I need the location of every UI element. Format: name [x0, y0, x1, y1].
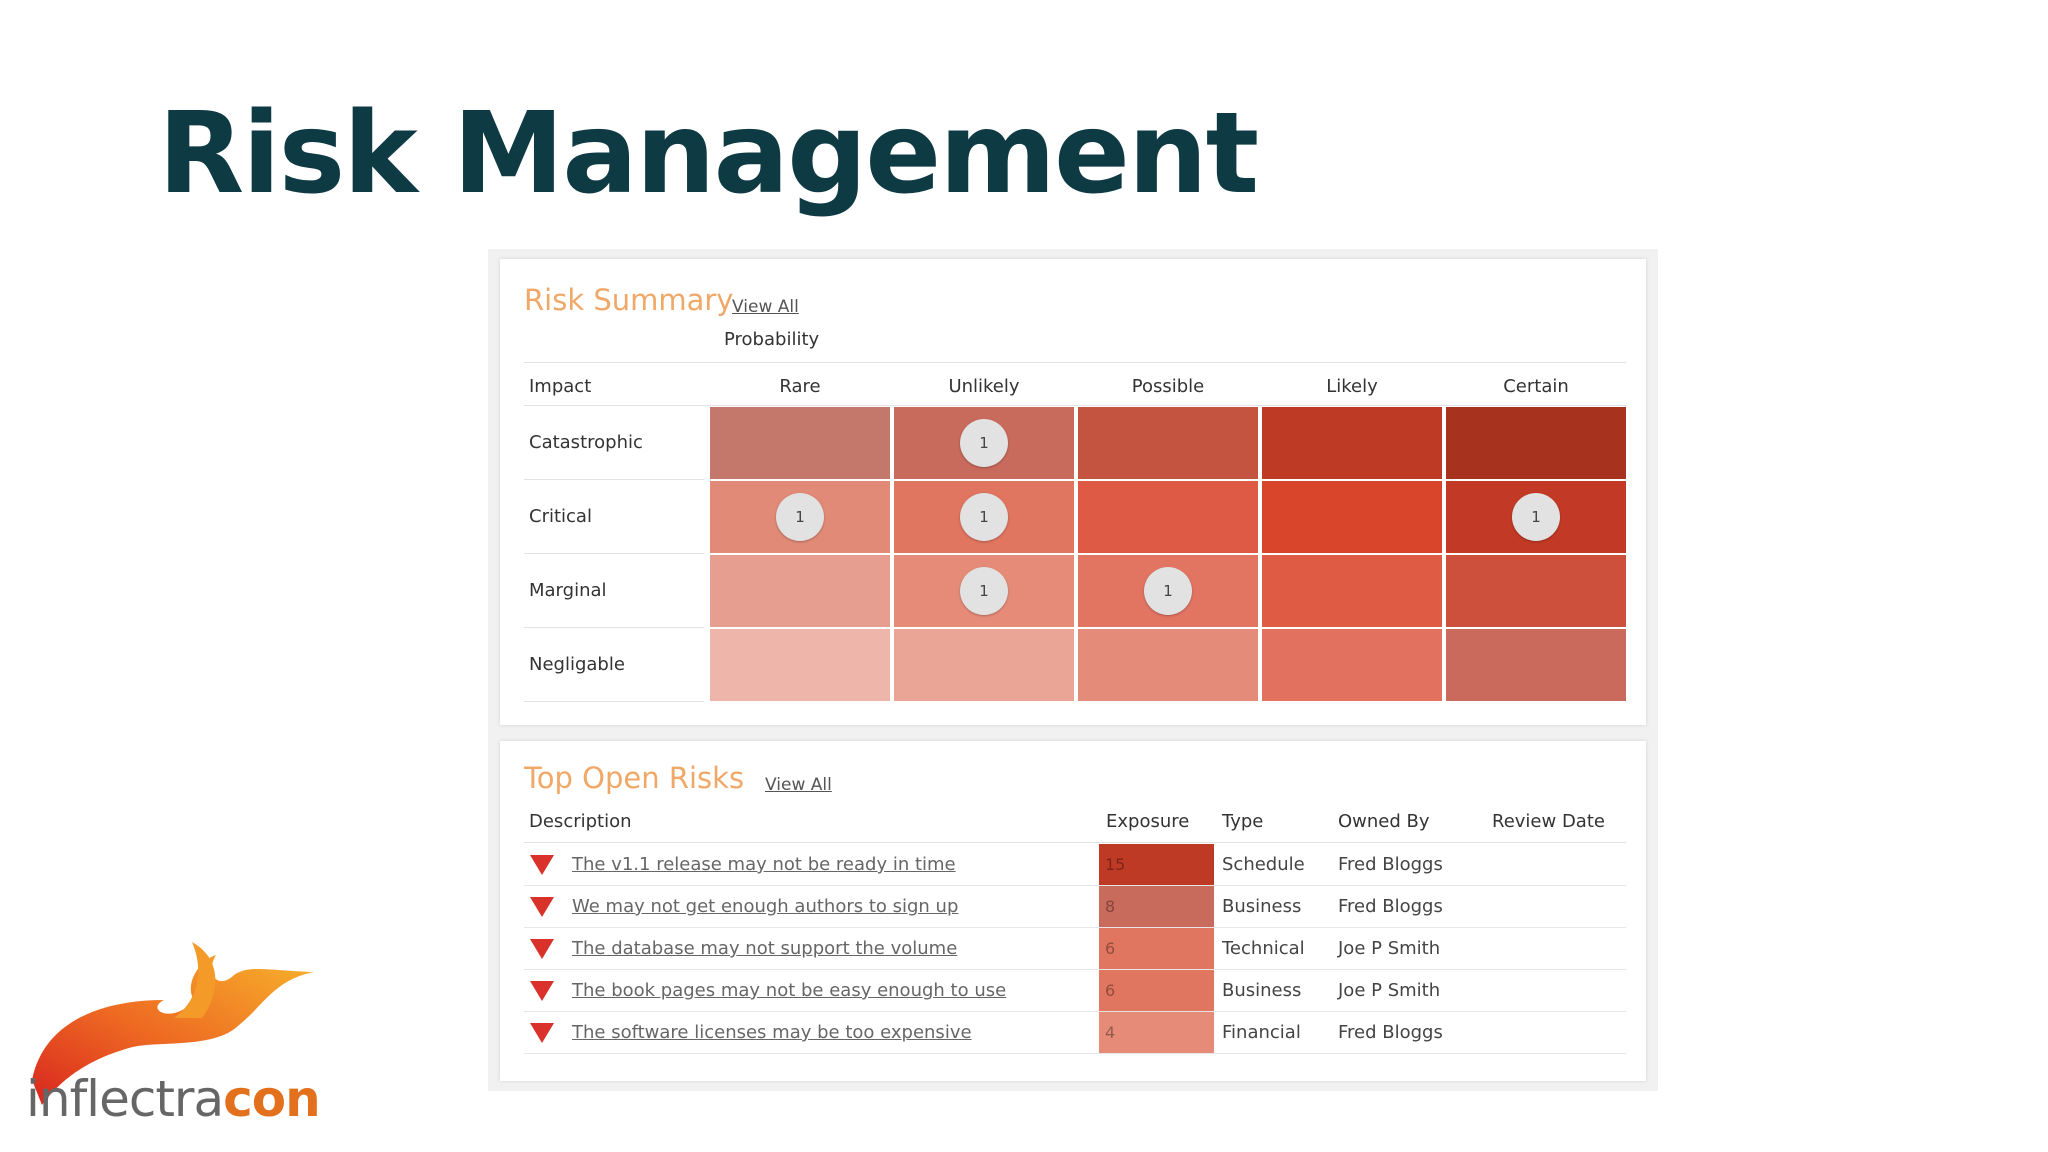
row-header-marginal: Marginal [529, 580, 607, 601]
priority-down-arrow-icon [530, 897, 554, 917]
table-row: The database may not support the volume 6… [524, 928, 1626, 970]
matrix-cell[interactable] [1078, 629, 1258, 701]
risk-type: Technical [1222, 938, 1305, 959]
top-open-risks-view-all-link[interactable]: View All [765, 775, 832, 795]
risk-description-link[interactable]: The v1.1 release may not be ready in tim… [572, 854, 956, 875]
table-row: The v1.1 release may not be ready in tim… [524, 844, 1626, 886]
row-header-critical: Critical [529, 506, 592, 527]
impact-label: Impact [529, 376, 592, 397]
risk-count-badge[interactable]: 1 [1512, 493, 1560, 541]
matrix-cell[interactable] [1446, 407, 1626, 479]
table-row: The book pages may not be easy enough to… [524, 970, 1626, 1012]
risk-count-badge[interactable]: 1 [960, 493, 1008, 541]
matrix-cell[interactable] [1078, 481, 1258, 553]
matrix-cell[interactable] [1262, 407, 1442, 479]
matrix-cell[interactable]: 1 [1446, 481, 1626, 553]
table-row: The software licenses may be too expensi… [524, 1012, 1626, 1054]
matrix-cell[interactable] [1262, 481, 1442, 553]
top-open-risks-title: Top Open Risks [524, 761, 745, 795]
matrix-cell[interactable] [710, 407, 890, 479]
priority-down-arrow-icon [530, 855, 554, 875]
matrix-cell[interactable]: 1 [710, 481, 890, 553]
exposure-cell: 8 [1099, 886, 1214, 928]
risk-type: Schedule [1222, 854, 1305, 875]
risk-description-link[interactable]: The book pages may not be easy enough to… [572, 980, 1007, 1001]
risk-type: Business [1222, 980, 1302, 1001]
app-screenshot: Risk Summary View All Probability Impact… [488, 249, 1658, 1091]
exposure-cell: 6 [1099, 970, 1214, 1012]
risk-type: Financial [1222, 1022, 1301, 1043]
matrix-cell[interactable]: 1 [894, 555, 1074, 627]
risk-owner: Joe P Smith [1338, 938, 1441, 959]
matrix-cell[interactable]: 1 [894, 481, 1074, 553]
probability-label: Probability [724, 329, 820, 350]
row-header-negligable: Negligable [529, 654, 625, 675]
header-review-date: Review Date [1492, 811, 1605, 832]
risk-summary-view-all-link[interactable]: View All [732, 297, 799, 317]
risk-owner: Fred Bloggs [1338, 854, 1443, 875]
matrix-cell[interactable]: 1 [894, 407, 1074, 479]
column-header-possible: Possible [1131, 376, 1205, 397]
header-owned-by: Owned By [1338, 811, 1430, 832]
priority-down-arrow-icon [530, 939, 554, 959]
header-exposure: Exposure [1106, 811, 1190, 832]
risk-description-link[interactable]: The software licenses may be too expensi… [572, 1022, 972, 1043]
column-header-likely: Likely [1326, 376, 1378, 397]
matrix-cell[interactable] [710, 629, 890, 701]
risk-owner: Joe P Smith [1338, 980, 1441, 1001]
priority-down-arrow-icon [530, 981, 554, 1001]
risk-description-link[interactable]: The database may not support the volume [572, 938, 958, 959]
inflectracon-logo-text: inflectracon [26, 1070, 321, 1128]
priority-down-arrow-icon [530, 1023, 554, 1043]
matrix-cell[interactable]: 1 [1078, 555, 1258, 627]
matrix-cell[interactable] [710, 555, 890, 627]
table-row: We may not get enough authors to sign up… [524, 886, 1626, 928]
exposure-cell: 6 [1099, 928, 1214, 970]
header-description: Description [529, 811, 632, 832]
matrix-cell[interactable] [1446, 555, 1626, 627]
risk-summary-title: Risk Summary [524, 283, 734, 317]
row-header-catastrophic: Catastrophic [529, 432, 643, 453]
column-header-rare: Rare [779, 376, 821, 397]
exposure-cell: 15 [1099, 844, 1214, 886]
risk-type: Business [1222, 896, 1302, 917]
risk-count-badge[interactable]: 1 [1144, 567, 1192, 615]
header-type: Type [1222, 811, 1264, 832]
matrix-cell[interactable] [1262, 555, 1442, 627]
inflectracon-flame-icon [32, 942, 314, 1105]
matrix-cell[interactable] [1262, 629, 1442, 701]
risk-count-badge[interactable]: 1 [776, 493, 824, 541]
risk-description-link[interactable]: We may not get enough authors to sign up [572, 896, 959, 917]
matrix-cell[interactable] [1078, 407, 1258, 479]
slide-title: Risk Management [158, 89, 1259, 219]
column-header-certain: Certain [1503, 376, 1569, 397]
top-open-risks-panel: Top Open Risks View All Description Expo… [500, 741, 1646, 1081]
matrix-cell[interactable] [894, 629, 1074, 701]
risk-owner: Fred Bloggs [1338, 1022, 1443, 1043]
risk-summary-panel: Risk Summary View All Probability Impact… [500, 259, 1646, 725]
risk-count-badge[interactable]: 1 [960, 419, 1008, 467]
risk-count-badge[interactable]: 1 [960, 567, 1008, 615]
column-header-unlikely: Unlikely [948, 376, 1020, 397]
exposure-cell: 4 [1099, 1012, 1214, 1054]
matrix-cell[interactable] [1446, 629, 1626, 701]
risk-owner: Fred Bloggs [1338, 896, 1443, 917]
